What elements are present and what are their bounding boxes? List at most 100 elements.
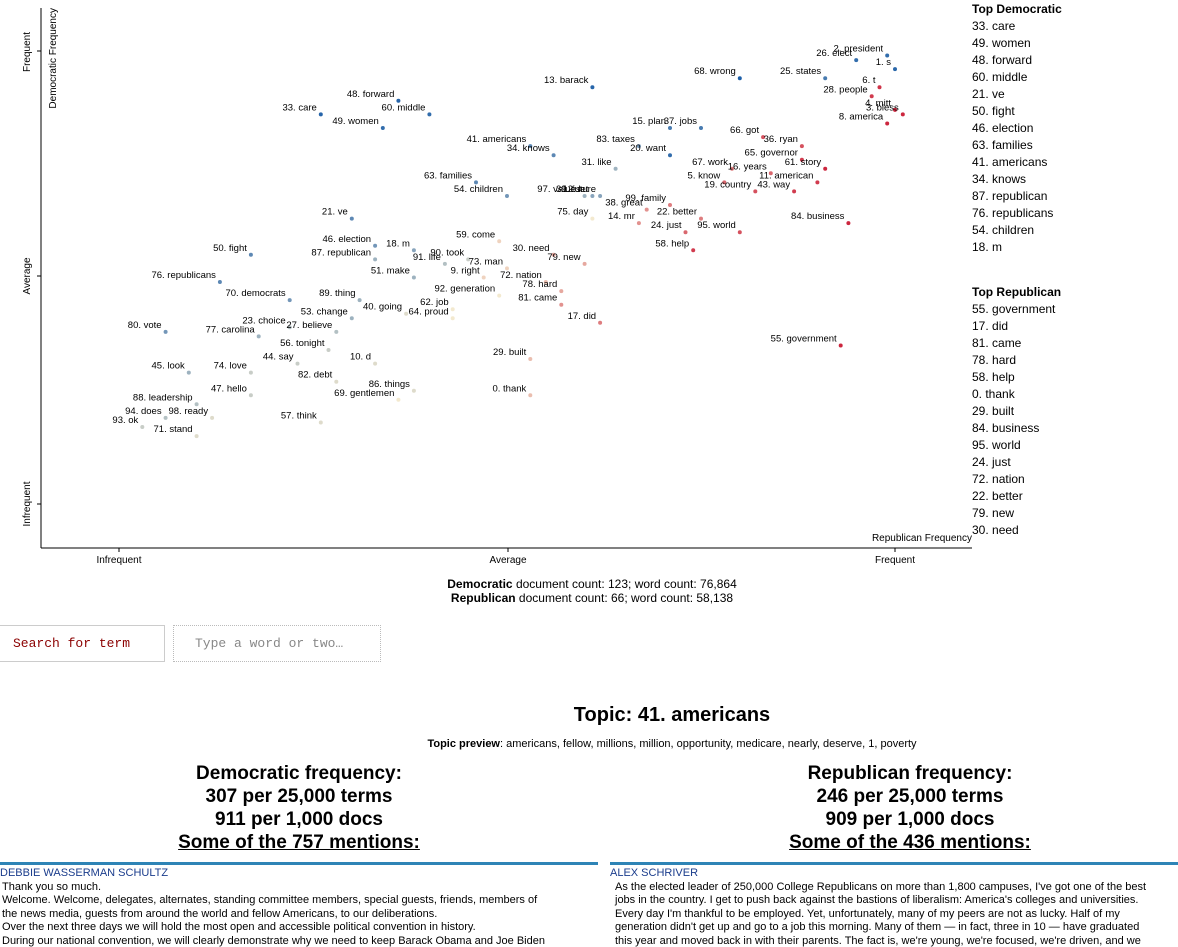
- term-label[interactable]: 62. job: [420, 297, 449, 308]
- term-label[interactable]: 28. people: [823, 84, 867, 95]
- term-label[interactable]: 10. d: [350, 352, 371, 363]
- term-point[interactable]: [582, 194, 587, 198]
- term-label[interactable]: 57. think: [281, 411, 317, 422]
- term-label[interactable]: 25. states: [780, 66, 821, 77]
- term-point[interactable]: [668, 153, 672, 158]
- term-label[interactable]: 36. ryan: [764, 134, 798, 145]
- term-list-item[interactable]: 58. help: [972, 370, 1015, 384]
- term-list-item[interactable]: 24. just: [972, 455, 1011, 469]
- term-label[interactable]: 46. election: [323, 234, 372, 245]
- term-point[interactable]: [722, 180, 727, 185]
- search-input[interactable]: [173, 625, 381, 662]
- term-label[interactable]: 31. like: [581, 157, 611, 168]
- term-label[interactable]: 64. proud: [409, 306, 449, 317]
- term-point[interactable]: [411, 248, 416, 253]
- term-label[interactable]: 80. vote: [128, 320, 162, 331]
- term-point[interactable]: [411, 275, 416, 280]
- term-point[interactable]: [466, 257, 471, 262]
- term-label[interactable]: 54. children: [454, 184, 503, 195]
- term-point[interactable]: [869, 94, 874, 99]
- term-label[interactable]: 16. years: [728, 161, 767, 172]
- term-point[interactable]: [590, 216, 595, 221]
- term-point[interactable]: [590, 85, 595, 90]
- term-list-item[interactable]: 60. middle: [972, 70, 1028, 84]
- term-point[interactable]: [287, 298, 292, 303]
- term-label[interactable]: 23. choice: [242, 315, 285, 326]
- term-label[interactable]: 13. barack: [544, 75, 589, 86]
- term-point[interactable]: [287, 325, 292, 330]
- term-label[interactable]: 77. carolina: [206, 324, 256, 335]
- term-label[interactable]: 8. america: [839, 112, 884, 123]
- term-list-item[interactable]: 54. children: [972, 223, 1035, 237]
- term-point[interactable]: [613, 166, 618, 171]
- term-label[interactable]: 73. man: [469, 256, 503, 267]
- term-label[interactable]: 43. way: [757, 179, 790, 190]
- term-point[interactable]: [590, 194, 595, 198]
- term-label[interactable]: 49. women: [332, 116, 378, 127]
- term-label[interactable]: 75. day: [557, 207, 588, 218]
- term-point[interactable]: [404, 311, 409, 316]
- term-list-item[interactable]: 48. forward: [972, 53, 1033, 67]
- term-label[interactable]: 15. plan: [632, 116, 666, 127]
- term-point[interactable]: [559, 302, 564, 307]
- term-point[interactable]: [210, 415, 215, 420]
- term-point[interactable]: [186, 370, 191, 375]
- term-list-item[interactable]: 0. thank: [972, 387, 1015, 401]
- term-point[interactable]: [140, 425, 145, 429]
- term-label[interactable]: 89. thing: [319, 288, 355, 299]
- term-list-item[interactable]: 49. women: [972, 36, 1031, 50]
- term-point[interactable]: [248, 393, 253, 398]
- term-point[interactable]: [528, 357, 533, 361]
- term-point[interactable]: [668, 126, 672, 130]
- term-label[interactable]: 44. say: [263, 352, 294, 363]
- term-label[interactable]: 41. americans: [467, 134, 527, 145]
- term-point[interactable]: [396, 98, 401, 103]
- term-label[interactable]: 39. future: [556, 184, 596, 195]
- democratic-speaker[interactable]: DEBBIE WASSERMAN SCHULTZ: [0, 867, 169, 879]
- term-point[interactable]: [699, 216, 703, 221]
- term-point[interactable]: [768, 171, 773, 176]
- term-label[interactable]: 17. did: [568, 311, 597, 322]
- term-point[interactable]: [427, 112, 432, 117]
- term-label[interactable]: 72. nation: [500, 270, 542, 281]
- term-point[interactable]: [551, 252, 556, 257]
- term-list-item[interactable]: 55. government: [972, 302, 1056, 316]
- term-list-item[interactable]: 78. hard: [972, 353, 1017, 367]
- term-list-item[interactable]: 63. families: [972, 138, 1033, 152]
- term-list-item[interactable]: 76. republicans: [972, 206, 1054, 220]
- term-point[interactable]: [442, 261, 447, 266]
- term-label[interactable]: 24. just: [651, 220, 682, 231]
- term-point[interactable]: [450, 307, 455, 312]
- term-label[interactable]: 82. debt: [298, 370, 333, 381]
- term-list-item[interactable]: 95. world: [972, 438, 1021, 452]
- term-label[interactable]: 48. forward: [347, 89, 395, 100]
- term-label[interactable]: 26. elect: [816, 48, 852, 59]
- term-label[interactable]: 88. leadership: [133, 392, 193, 403]
- term-point[interactable]: [163, 329, 168, 334]
- term-list-item[interactable]: 72. nation: [972, 472, 1025, 486]
- term-label[interactable]: 81. came: [518, 293, 557, 304]
- term-point[interactable]: [450, 316, 455, 321]
- term-point[interactable]: [481, 275, 486, 280]
- term-point[interactable]: [815, 180, 820, 185]
- term-label[interactable]: 29. built: [493, 347, 527, 358]
- term-point[interactable]: [893, 107, 897, 112]
- term-label[interactable]: 78. hard: [522, 279, 557, 290]
- term-list-item[interactable]: 46. election: [972, 121, 1034, 135]
- term-list-item[interactable]: 30. need: [972, 523, 1019, 537]
- term-label[interactable]: 70. democrats: [225, 288, 285, 299]
- term-label[interactable]: 5. know: [688, 170, 721, 181]
- term-point[interactable]: [326, 348, 331, 352]
- term-point[interactable]: [505, 194, 509, 198]
- term-point[interactable]: [598, 320, 603, 325]
- term-list-item[interactable]: 81. came: [972, 336, 1022, 350]
- term-label[interactable]: 4. mitt: [865, 98, 891, 109]
- term-label[interactable]: 67. work: [692, 157, 728, 168]
- term-point[interactable]: [528, 393, 533, 398]
- term-label[interactable]: 76. republicans: [151, 270, 216, 281]
- term-point[interactable]: [893, 67, 897, 72]
- term-point[interactable]: [823, 76, 828, 81]
- term-point[interactable]: [683, 230, 688, 235]
- term-label[interactable]: 68. wrong: [694, 66, 736, 77]
- term-point[interactable]: [737, 76, 742, 81]
